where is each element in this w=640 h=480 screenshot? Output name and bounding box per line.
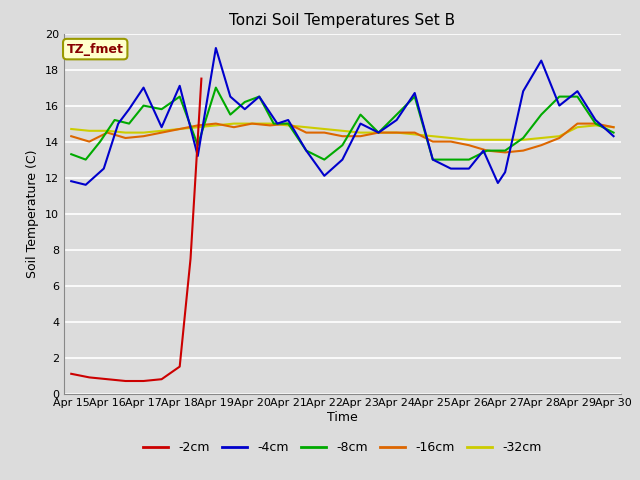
Legend: -2cm, -4cm, -8cm, -16cm, -32cm: -2cm, -4cm, -8cm, -16cm, -32cm (138, 436, 547, 459)
Text: TZ_fmet: TZ_fmet (67, 43, 124, 56)
Title: Tonzi Soil Temperatures Set B: Tonzi Soil Temperatures Set B (229, 13, 456, 28)
X-axis label: Time: Time (327, 411, 358, 424)
Y-axis label: Soil Temperature (C): Soil Temperature (C) (26, 149, 40, 278)
